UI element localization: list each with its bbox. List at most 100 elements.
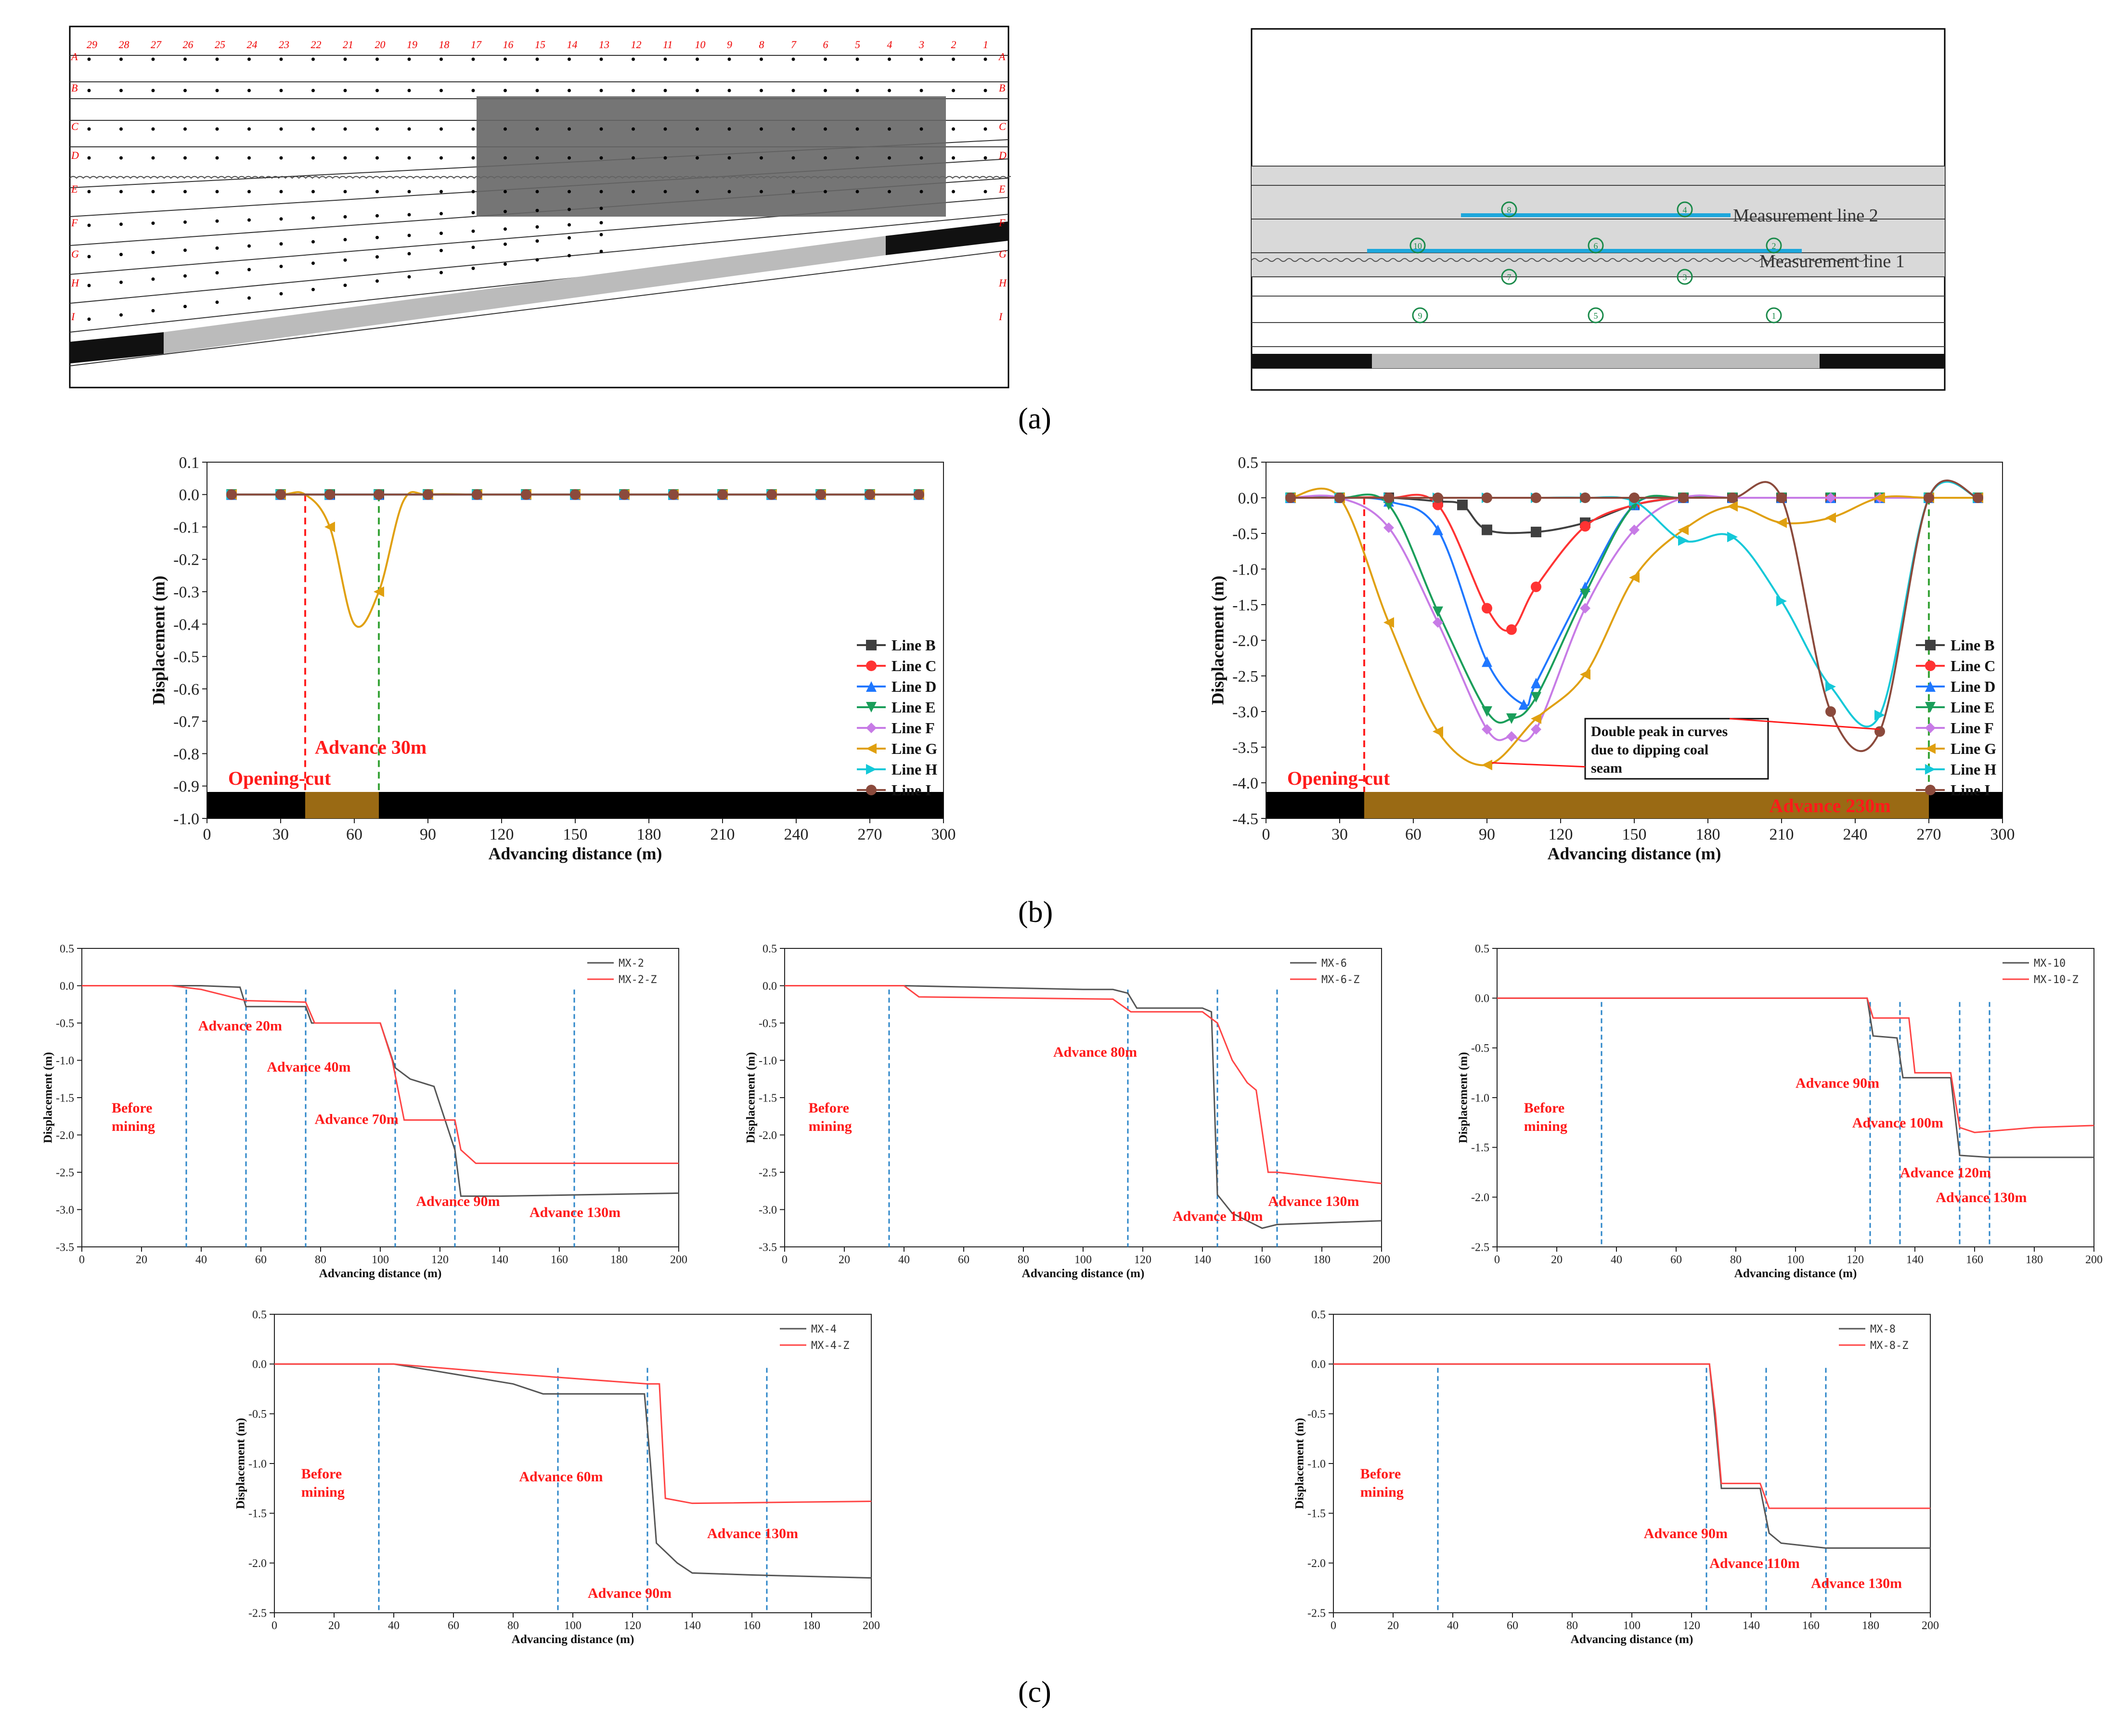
- x-tick-label: 120: [431, 1254, 449, 1266]
- row-letter: F: [998, 217, 1006, 229]
- x-tick-label: 140: [684, 1619, 701, 1632]
- advance-label: Advance 130m: [1268, 1193, 1359, 1209]
- chart-b-right: 0 30 60 90 120 150 180 210 240 270 300 0.5 0.0 -0.5 -1…: [1208, 454, 2015, 863]
- x-tick-label: 60: [1670, 1254, 1682, 1266]
- y-tick-label: -3.5: [1232, 739, 1258, 757]
- legend-label: Line C: [1951, 657, 1995, 674]
- column-number: 2: [951, 39, 956, 51]
- y-tick-label: -0.2: [173, 551, 199, 569]
- caption-b: (b): [1018, 896, 1053, 929]
- advance-label: Advance 230m: [1770, 795, 1891, 816]
- x-tick-label: 60: [1507, 1619, 1518, 1632]
- y-tick-label: 0.0: [1475, 993, 1489, 1005]
- measurement-point: [183, 127, 187, 131]
- row-letter: F: [71, 217, 78, 229]
- advance-label: Advance 90m: [1796, 1075, 1879, 1091]
- measurement-marker-circle: [1766, 237, 1782, 254]
- data-point: [1531, 724, 1541, 735]
- y-tick-label: -3.0: [56, 1204, 74, 1217]
- y-tick-label: -0.7: [173, 713, 199, 731]
- y-tick-label: -2.5: [1232, 668, 1258, 686]
- column-number: 23: [279, 39, 289, 51]
- series-line: [1291, 479, 1978, 752]
- measurement-marker-label: 1: [1772, 311, 1776, 321]
- row-letter: C: [71, 120, 78, 132]
- column-number: 6: [823, 39, 828, 51]
- data-point: [1531, 677, 1541, 688]
- data-point: [1482, 492, 1492, 503]
- measurement-point: [471, 266, 475, 270]
- row-letter: E: [998, 183, 1006, 195]
- measurement-point: [183, 190, 187, 194]
- measurement-point: [599, 221, 603, 225]
- measurement-marker-label: 4: [1683, 205, 1687, 215]
- measurement-point: [855, 190, 859, 194]
- column-number: 10: [695, 39, 706, 51]
- before-mining-label: mining: [301, 1484, 345, 1500]
- data-point: [1925, 723, 1936, 733]
- measurement-point: [343, 215, 347, 219]
- series-line: [274, 1363, 872, 1504]
- series-line: [1333, 1363, 1930, 1549]
- measurement-point: [439, 57, 443, 61]
- data-point: [1925, 785, 1936, 795]
- measurement-point: [535, 57, 539, 61]
- legend-label: Line B: [892, 636, 936, 654]
- measurement-point: [824, 57, 827, 61]
- x-axis-label: Advancing distance (m): [319, 1267, 442, 1280]
- measurement-point: [599, 156, 603, 160]
- measurement-point: [87, 284, 91, 287]
- measurement-point: [855, 57, 859, 61]
- measurement-point: [87, 57, 91, 61]
- x-tick-label: 300: [931, 826, 956, 843]
- data-point: [521, 489, 531, 500]
- y-tick-label: -1.0: [173, 810, 199, 828]
- series-line: [785, 985, 1382, 1184]
- column-number: 13: [599, 39, 609, 51]
- data-point: [1776, 596, 1787, 607]
- x-tick-label: 0: [271, 1619, 277, 1632]
- measurement-point: [760, 89, 763, 92]
- legend-label: MX-10-Z: [2034, 974, 2079, 986]
- caption-c: (c): [1018, 1676, 1051, 1709]
- series-line: [231, 491, 919, 628]
- measurement-point: [983, 89, 987, 92]
- x-tick-label: 40: [388, 1619, 400, 1632]
- measurement-point: [888, 57, 891, 61]
- measurement-point: [311, 57, 315, 61]
- measurement-point: [983, 57, 987, 61]
- data-point: [1506, 731, 1517, 742]
- x-tick-label: 210: [711, 826, 735, 843]
- legend-label: Line G: [1951, 740, 1996, 757]
- measurement-point: [952, 57, 955, 61]
- legend-label: MX-6-Z: [1321, 974, 1359, 986]
- y-tick-label: 0.0: [252, 1359, 267, 1371]
- measurement-point: [696, 57, 699, 61]
- data-point: [1482, 760, 1492, 770]
- measurement-point: [87, 127, 91, 131]
- measurement-point: [119, 57, 123, 61]
- measurement-point: [599, 249, 603, 253]
- measurement-point: [535, 127, 539, 131]
- advance-label: Advance 90m: [416, 1193, 500, 1209]
- data-point: [570, 489, 581, 500]
- before-mining-label: mining: [809, 1118, 852, 1134]
- data-point: [1383, 617, 1394, 628]
- column-number: 26: [183, 39, 194, 51]
- y-axis-label: Displacement (m): [1457, 1052, 1470, 1143]
- measurement-point: [375, 89, 379, 92]
- note-text: seam: [1591, 760, 1622, 776]
- measurement-point: [439, 156, 443, 160]
- x-tick-label: 200: [2085, 1254, 2103, 1266]
- measurement-point: [632, 89, 635, 92]
- figure-a-left-model: 29 28 27 26 25 24 23 22 21 20 19 18 17 16 15 14 13 12 11 10…: [69, 26, 1011, 389]
- measurement-marker-label: 7: [1507, 272, 1512, 282]
- measurement-point: [952, 156, 955, 160]
- measurement-point: [183, 156, 187, 160]
- data-point: [226, 489, 237, 500]
- measurement-point: [696, 89, 699, 92]
- y-tick-label: -0.5: [248, 1408, 267, 1421]
- x-tick-label: 200: [863, 1619, 880, 1632]
- y-tick-label: -0.5: [1307, 1408, 1326, 1421]
- data-point: [717, 489, 728, 500]
